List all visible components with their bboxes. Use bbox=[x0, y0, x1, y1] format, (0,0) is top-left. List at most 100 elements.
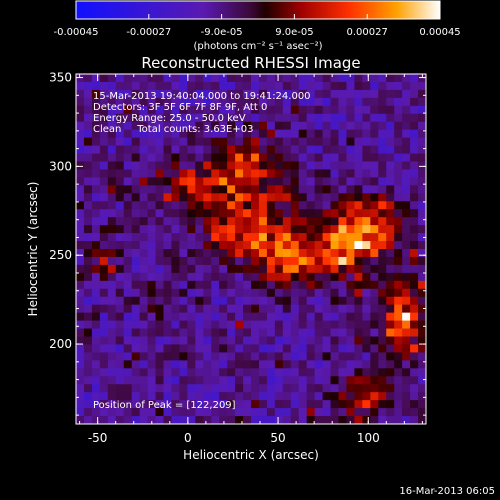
heatmap-cell bbox=[258, 368, 268, 377]
heatmap-cell bbox=[107, 256, 117, 266]
heatmap-cell bbox=[243, 416, 252, 424]
heatmap-cell bbox=[155, 249, 164, 258]
heatmap-cell bbox=[266, 416, 276, 424]
heatmap-cell bbox=[290, 233, 300, 242]
heatmap-cell bbox=[203, 209, 212, 218]
heatmap-cell bbox=[394, 169, 403, 178]
heatmap-cell bbox=[219, 360, 228, 369]
heatmap-cell bbox=[338, 161, 347, 170]
heatmap-cell bbox=[330, 233, 339, 242]
heatmap-cell bbox=[219, 169, 228, 178]
heatmap-cell bbox=[290, 169, 300, 178]
heatmap-cell bbox=[251, 416, 260, 424]
heatmap-cell bbox=[131, 384, 141, 393]
heatmap-cell bbox=[298, 392, 308, 401]
heatmap-cell bbox=[76, 217, 85, 226]
annotation-block: 15-Mar-2013 19:40:04.000 to 19:41:24.000… bbox=[93, 91, 311, 135]
heatmap-cell bbox=[322, 392, 331, 401]
heatmap-cell bbox=[418, 320, 426, 329]
heatmap-cell bbox=[91, 304, 101, 314]
heatmap-cell bbox=[131, 81, 141, 91]
heatmap-cell bbox=[203, 74, 212, 83]
heatmap-cell bbox=[83, 392, 93, 401]
heatmap-cell bbox=[171, 328, 180, 337]
heatmap-cell bbox=[274, 400, 284, 409]
heatmap-cell bbox=[418, 169, 426, 178]
heatmap-cell bbox=[123, 241, 133, 250]
heatmap-cell bbox=[155, 272, 164, 282]
heatmap-cell bbox=[243, 400, 252, 409]
heatmap-cell bbox=[155, 256, 164, 266]
heatmap-cell bbox=[362, 336, 371, 345]
heatmap-cell bbox=[330, 256, 339, 266]
heatmap-cell bbox=[163, 320, 172, 329]
heatmap-cell bbox=[219, 304, 228, 314]
heatmap-cell bbox=[322, 368, 331, 377]
heatmap-cell bbox=[83, 177, 93, 186]
heatmap-cell bbox=[251, 137, 260, 146]
heatmap-cell bbox=[115, 105, 125, 115]
colorbar-unit: (photons cm⁻² s⁻¹ asec⁻²) bbox=[193, 41, 322, 52]
heatmap-cell bbox=[418, 161, 426, 170]
heatmap-cell bbox=[386, 193, 395, 202]
heatmap-cell bbox=[330, 352, 339, 361]
heatmap-cell bbox=[107, 121, 117, 131]
heatmap-cell bbox=[306, 185, 316, 194]
heatmap-cell bbox=[123, 193, 133, 202]
heatmap-cell bbox=[76, 264, 85, 274]
heatmap-cell bbox=[394, 408, 403, 417]
heatmap-cell bbox=[386, 328, 395, 337]
heatmap-cell bbox=[131, 288, 141, 298]
heatmap-cell bbox=[330, 177, 339, 186]
heatmap-cell bbox=[91, 384, 101, 393]
heatmap-cell bbox=[386, 209, 395, 218]
heatmap-cell bbox=[187, 408, 196, 417]
heatmap-cell bbox=[314, 280, 323, 290]
heatmap-cell bbox=[402, 81, 411, 91]
heatmap-cell bbox=[187, 280, 196, 290]
heatmap-cell bbox=[243, 209, 252, 218]
heatmap-cell bbox=[322, 249, 331, 258]
heatmap-cell bbox=[266, 304, 276, 314]
heatmap-cell bbox=[298, 81, 308, 91]
heatmap-cell bbox=[131, 280, 141, 290]
heatmap-cell bbox=[91, 376, 101, 385]
heatmap-cell bbox=[195, 288, 204, 298]
heatmap-cell bbox=[338, 121, 347, 131]
heatmap-cell bbox=[330, 185, 339, 194]
heatmap-cell bbox=[115, 81, 125, 91]
heatmap-cell bbox=[203, 225, 212, 234]
heatmap-cell bbox=[402, 328, 411, 337]
heatmap-cell bbox=[306, 384, 316, 393]
heatmap-cell bbox=[258, 169, 268, 178]
heatmap-cell bbox=[322, 97, 331, 107]
heatmap-cell bbox=[211, 81, 220, 91]
plot-frame bbox=[75, 73, 427, 425]
heatmap-cell bbox=[155, 416, 164, 424]
heatmap-cell bbox=[91, 233, 101, 242]
heatmap-cell bbox=[195, 416, 204, 424]
heatmap-cell bbox=[99, 328, 109, 337]
heatmap-cell bbox=[243, 304, 252, 314]
heatmap-cell bbox=[203, 264, 212, 274]
heatmap-cell bbox=[386, 201, 395, 210]
chart-title: Reconstructed RHESSI Image bbox=[141, 54, 360, 72]
colorbar-tick-label: 9.0e-05 bbox=[275, 27, 313, 38]
heatmap-cell bbox=[306, 320, 316, 329]
heatmap-cell bbox=[139, 209, 148, 218]
heatmap-cell bbox=[219, 161, 228, 170]
heatmap-cell bbox=[147, 193, 156, 202]
heatmap-cell bbox=[314, 145, 323, 154]
heatmap-cell bbox=[107, 137, 117, 146]
heatmap-cell bbox=[147, 392, 156, 401]
heatmap-cell bbox=[410, 97, 419, 107]
heatmap-cell bbox=[282, 105, 292, 115]
heatmap-cell bbox=[211, 129, 220, 139]
heatmap-cell bbox=[290, 81, 300, 91]
heatmap-cell bbox=[76, 233, 85, 242]
heatmap-cell bbox=[107, 344, 117, 353]
heatmap-cell bbox=[282, 169, 292, 178]
heatmap-cell bbox=[346, 193, 355, 202]
heatmap-cell bbox=[179, 249, 188, 258]
heatmap-cell bbox=[163, 304, 172, 314]
